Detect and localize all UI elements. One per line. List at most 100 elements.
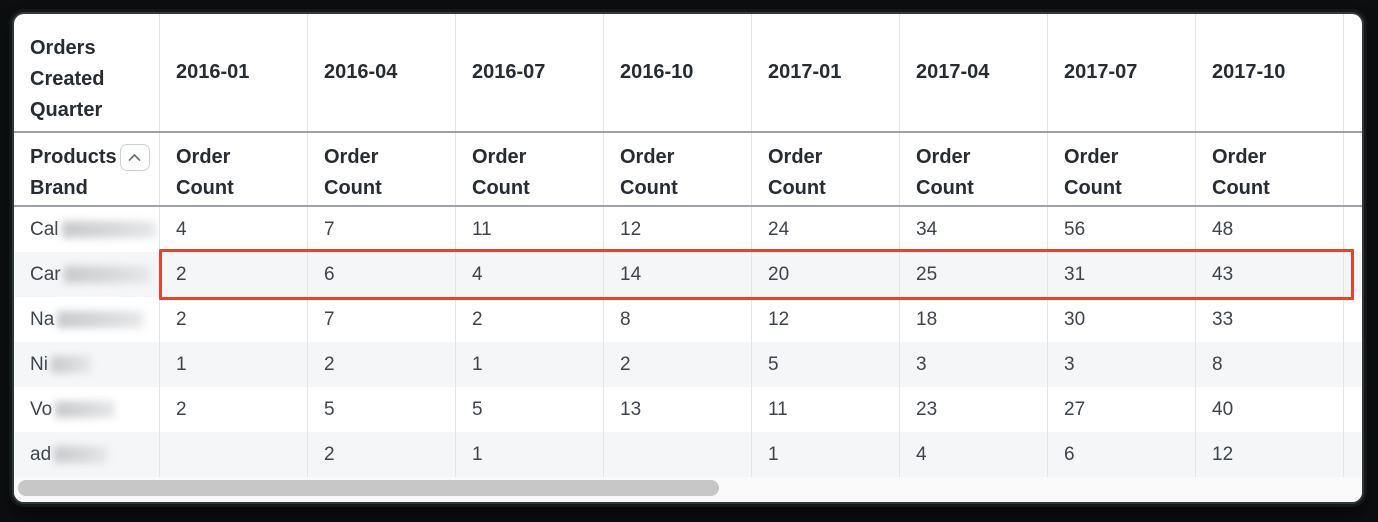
order-count-cell-2017-07[interactable]: 3 — [1048, 342, 1196, 387]
order-count-cell-2016-04[interactable]: 5 — [308, 387, 456, 432]
order-count-cell-2016-01[interactable]: 1 — [160, 342, 308, 387]
order-count-cell-2016-07[interactable]: 4 — [456, 252, 604, 297]
brand-label-cell[interactable]: Na — [14, 297, 160, 342]
brand-label-cell[interactable]: Car — [14, 252, 160, 297]
order-count-cell-2016-07[interactable]: 11 — [456, 207, 604, 252]
redacted-brand-name — [50, 356, 91, 373]
row-filler-cell — [1344, 297, 1362, 342]
order-count-cell-2016-10[interactable]: 12 — [604, 207, 752, 252]
order-count-cell-2016-04[interactable]: 7 — [308, 207, 456, 252]
row-filler-cell — [1344, 342, 1362, 387]
order-count-cell-2017-07[interactable]: 30 — [1048, 297, 1196, 342]
brand-label-prefix: Car — [30, 263, 61, 285]
order-count-cell-2017-01[interactable]: 5 — [752, 342, 900, 387]
quarter-header-2017-01[interactable]: 2017-01 — [752, 14, 900, 131]
order-count-cell-2016-07[interactable]: 5 — [456, 387, 604, 432]
measure-header-2016-07[interactable]: Order Count — [456, 133, 604, 205]
brand-label-cell[interactable]: ad — [14, 432, 160, 477]
order-count-cell-2016-07[interactable]: 1 — [456, 432, 604, 477]
order-count-cell-2016-04[interactable]: 6 — [308, 252, 456, 297]
measure-header-2017-04[interactable]: Order Count — [900, 133, 1048, 205]
order-count-cell-2017-10[interactable]: 43 — [1196, 252, 1344, 297]
order-count-cell-2017-01[interactable]: 12 — [752, 297, 900, 342]
header-filler-cell — [1344, 133, 1362, 205]
order-count-cell-2017-10[interactable]: 40 — [1196, 387, 1344, 432]
order-count-cell-2017-04[interactable]: 25 — [900, 252, 1048, 297]
redacted-brand-name — [55, 401, 116, 418]
brand-label-cell[interactable]: Vo — [14, 387, 160, 432]
brand-label-prefix: Na — [30, 308, 55, 330]
order-count-cell-2017-01[interactable]: 24 — [752, 207, 900, 252]
brand-label-prefix: Ni — [30, 353, 48, 375]
order-count-cell-2017-10[interactable]: 33 — [1196, 297, 1344, 342]
row-dimension-header: Orders Created Quarter — [14, 14, 160, 131]
order-count-cell-2016-01[interactable]: 2 — [160, 252, 308, 297]
table-row-car: Car 2 6 4 14 20 25 31 43 — [14, 249, 1362, 300]
order-count-cell-2016-04[interactable]: 7 — [308, 297, 456, 342]
quarter-header-2016-01[interactable]: 2016-01 — [160, 14, 308, 131]
row-filler-cell — [1344, 432, 1362, 477]
table-row-na: Na 2 7 2 8 12 18 30 33 — [14, 297, 1362, 342]
table-row-ad: ad 2 1 1 4 6 12 — [14, 432, 1362, 477]
measure-header-2017-07[interactable]: Order Count — [1048, 133, 1196, 205]
order-count-cell-2017-04[interactable]: 34 — [900, 207, 1048, 252]
redacted-brand-name — [54, 446, 109, 463]
order-count-cell-2016-10[interactable]: 8 — [604, 297, 752, 342]
products-brand-label-line2: Brand — [30, 177, 88, 199]
order-count-cell-2016-07[interactable]: 2 — [456, 297, 604, 342]
order-count-cell-2017-07[interactable]: 31 — [1048, 252, 1196, 297]
order-count-cell-2017-01[interactable]: 11 — [752, 387, 900, 432]
order-count-cell-2016-01[interactable]: 2 — [160, 297, 308, 342]
order-count-cell-2017-07[interactable]: 56 — [1048, 207, 1196, 252]
quarter-header-2016-10[interactable]: 2016-10 — [604, 14, 752, 131]
order-count-cell-2016-01[interactable] — [160, 432, 308, 477]
measure-header-2017-01[interactable]: Order Count — [752, 133, 900, 205]
order-count-cell-2017-01[interactable]: 1 — [752, 432, 900, 477]
order-count-cell-2016-07[interactable]: 1 — [456, 342, 604, 387]
order-count-cell-2017-07[interactable]: 27 — [1048, 387, 1196, 432]
order-count-cell-2017-04[interactable]: 23 — [900, 387, 1048, 432]
row-filler-cell — [1344, 207, 1362, 252]
table-row-cal: Cal 4 7 11 12 24 34 56 48 — [14, 207, 1362, 252]
quarter-header-2016-07[interactable]: 2016-07 — [456, 14, 604, 131]
row-filler-cell — [1344, 387, 1362, 432]
order-count-cell-2017-01[interactable]: 20 — [752, 252, 900, 297]
order-count-cell-2016-04[interactable]: 2 — [308, 432, 456, 477]
brand-label-cell[interactable]: Cal — [14, 207, 160, 252]
redacted-brand-name — [61, 221, 156, 238]
measure-header-2016-10[interactable]: Order Count — [604, 133, 752, 205]
order-count-cell-2016-10[interactable] — [604, 432, 752, 477]
measure-header-2016-04[interactable]: Order Count — [308, 133, 456, 205]
order-count-cell-2017-07[interactable]: 6 — [1048, 432, 1196, 477]
sort-direction-button[interactable] — [119, 144, 150, 171]
order-count-cell-2017-04[interactable]: 18 — [900, 297, 1048, 342]
order-count-cell-2017-10[interactable]: 8 — [1196, 342, 1344, 387]
redacted-brand-name — [57, 311, 144, 328]
horizontal-scrollbar-track[interactable] — [14, 477, 1362, 502]
order-count-cell-2016-10[interactable]: 14 — [604, 252, 752, 297]
horizontal-scrollbar-thumb[interactable] — [18, 480, 719, 496]
order-count-cell-2016-01[interactable]: 4 — [160, 207, 308, 252]
order-count-cell-2016-10[interactable]: 13 — [604, 387, 752, 432]
quarter-header-2017-07[interactable]: 2017-07 — [1048, 14, 1196, 131]
order-count-cell-2017-04[interactable]: 4 — [900, 432, 1048, 477]
header-row-quarters: Orders Created Quarter 2016-01 2016-04 201… — [14, 14, 1362, 133]
measure-header-2017-10[interactable]: Order Count — [1196, 133, 1344, 205]
order-count-cell-2016-04[interactable]: 2 — [308, 342, 456, 387]
table-body: Cal 4 7 11 12 24 34 56 48 Car 2 6 4 14 20 25 31 43 Na 2 7 2 8 1… — [14, 207, 1362, 477]
measure-header-2016-01[interactable]: Order Count — [160, 133, 308, 205]
quarter-header-2017-04[interactable]: 2017-04 — [900, 14, 1048, 131]
pivot-table-card: Orders Created Quarter 2016-01 2016-04 201… — [14, 14, 1362, 502]
redacted-brand-name — [63, 266, 150, 283]
quarter-header-2017-10[interactable]: 2017-10 — [1196, 14, 1344, 131]
order-count-cell-2017-04[interactable]: 3 — [900, 342, 1048, 387]
brand-label-cell[interactable]: Ni — [14, 342, 160, 387]
row-filler-cell — [1344, 252, 1362, 297]
order-count-cell-2017-10[interactable]: 12 — [1196, 432, 1344, 477]
order-count-cell-2017-10[interactable]: 48 — [1196, 207, 1344, 252]
products-brand-label-line1: Products — [30, 146, 117, 168]
order-count-cell-2016-01[interactable]: 2 — [160, 387, 308, 432]
quarter-header-2016-04[interactable]: 2016-04 — [308, 14, 456, 131]
order-count-cell-2016-10[interactable]: 2 — [604, 342, 752, 387]
